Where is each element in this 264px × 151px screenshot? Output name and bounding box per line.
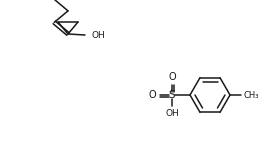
Text: O: O: [149, 90, 156, 100]
Text: S: S: [169, 90, 175, 100]
Text: OH: OH: [92, 31, 106, 40]
Text: OH: OH: [165, 109, 179, 118]
Text: CH₃: CH₃: [244, 90, 260, 100]
Text: O: O: [168, 72, 176, 82]
